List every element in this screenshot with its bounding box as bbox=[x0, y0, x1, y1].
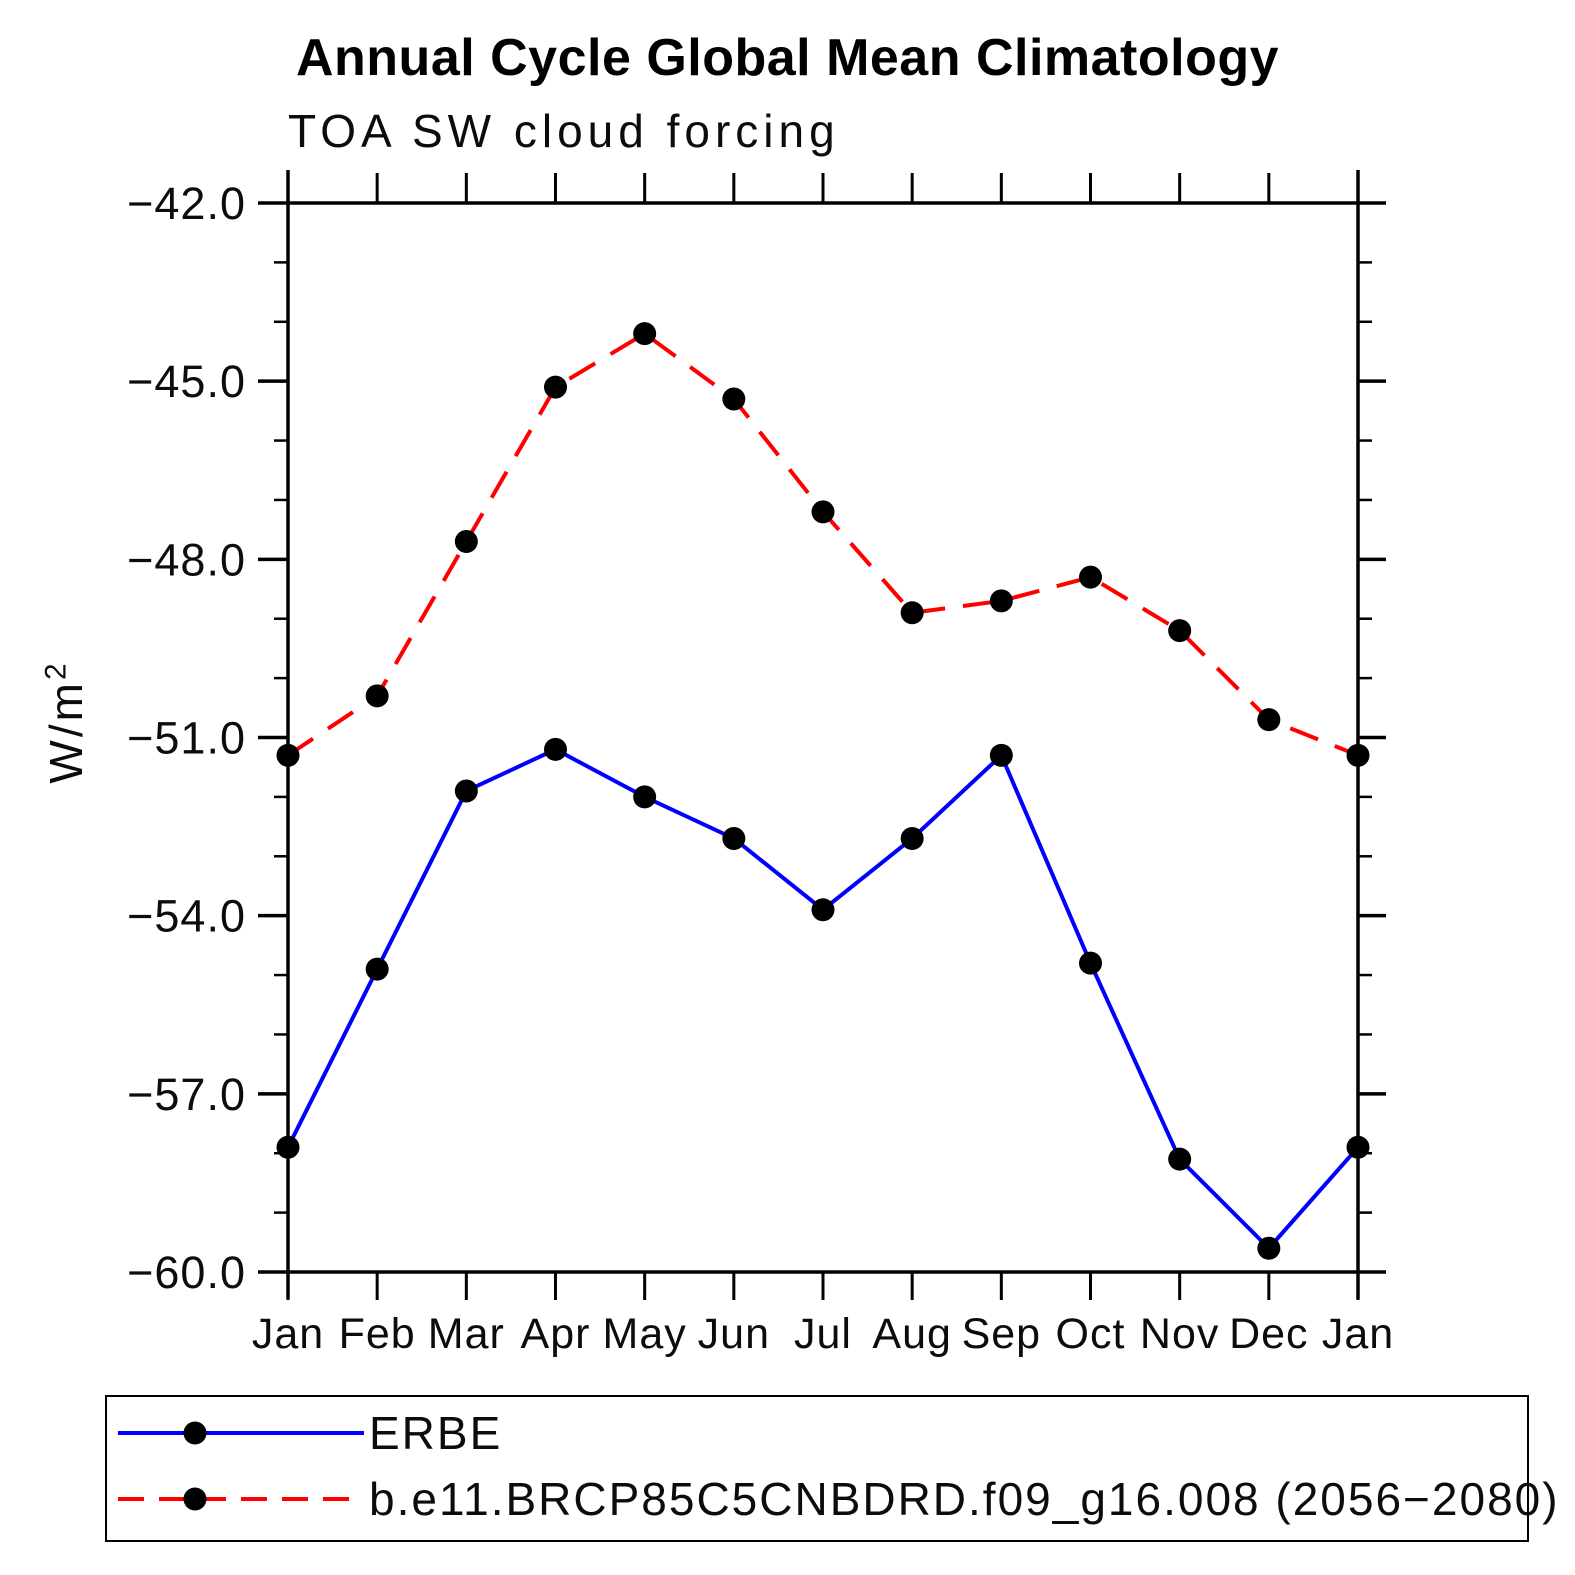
model-data-point-marker bbox=[454, 530, 478, 554]
erbe-data-point-marker bbox=[454, 779, 478, 803]
legend-item-erbe: ERBE bbox=[115, 1407, 502, 1459]
chart-title: Annual Cycle Global Mean Climatology bbox=[295, 29, 1280, 87]
chart-subtitle: TOA SW cloud forcing bbox=[288, 105, 840, 157]
erbe-data-point-marker bbox=[900, 826, 924, 850]
model-data-point-marker bbox=[544, 375, 567, 399]
legend-label-model: b.e11.BRCP85C5CNBDRD.f09_g16.008 (2056−2… bbox=[369, 1473, 1560, 1525]
model-data-point-marker bbox=[1079, 565, 1102, 589]
erbe-data-point-marker bbox=[365, 957, 389, 981]
x-tick-label: Sep bbox=[962, 1310, 1042, 1358]
erbe-data-point-marker bbox=[1079, 951, 1102, 975]
erbe-data-point-marker bbox=[722, 826, 746, 850]
x-tick-label: Nov bbox=[1140, 1310, 1219, 1358]
x-tick-label: Jan bbox=[1322, 1310, 1394, 1358]
y-tick-label: −57.0 bbox=[127, 1069, 246, 1120]
erbe-data-point-marker bbox=[1257, 1236, 1281, 1260]
legend-marker-model bbox=[183, 1487, 207, 1511]
erbe-data-point-marker bbox=[811, 898, 835, 922]
erbe-data-point-marker bbox=[276, 1135, 300, 1159]
model-line bbox=[286, 331, 1359, 758]
x-tick-label: May bbox=[603, 1310, 687, 1358]
erbe-data-point-marker bbox=[989, 743, 1013, 767]
x-tick-label: Oct bbox=[1056, 1310, 1126, 1358]
y-tick-label: −51.0 bbox=[127, 713, 246, 764]
model-data-point-marker bbox=[900, 601, 924, 625]
y-tick-label: −48.0 bbox=[127, 534, 246, 585]
legend-label-erbe: ERBE bbox=[369, 1407, 503, 1459]
x-tick-label: Aug bbox=[872, 1310, 952, 1358]
model-data-point-marker bbox=[811, 500, 835, 524]
erbe-data-point-marker bbox=[633, 785, 657, 809]
legend-item-model: b.e11.BRCP85C5CNBDRD.f09_g16.008 (2056−2… bbox=[115, 1473, 1560, 1525]
erbe-data-point-marker bbox=[1346, 1135, 1370, 1159]
y-tick-label: −42.0 bbox=[127, 178, 246, 229]
y-tick-label: −54.0 bbox=[127, 891, 246, 942]
x-tick-label: Dec bbox=[1229, 1310, 1308, 1358]
model-data-point-marker bbox=[1346, 743, 1370, 767]
x-tick-label: Feb bbox=[339, 1310, 416, 1358]
erbe-data-point-marker bbox=[1168, 1147, 1192, 1171]
x-tick-label: Apr bbox=[521, 1310, 591, 1358]
legend-sample-erbe bbox=[118, 1421, 364, 1445]
erbe-line bbox=[286, 747, 1360, 1252]
legend-sample-model bbox=[118, 1487, 364, 1511]
x-tick-label: Jul bbox=[794, 1310, 852, 1358]
erbe-data-point-marker bbox=[544, 737, 567, 761]
x-tick-label: Jan bbox=[252, 1310, 324, 1358]
model-data-point-marker bbox=[722, 387, 746, 411]
legend: ERBE b.e11.BRCP85C5CNBDRD.f09_g16.008 (2… bbox=[105, 1395, 1558, 1542]
model-data-point-marker bbox=[1257, 708, 1281, 732]
model-data-point-marker bbox=[633, 322, 657, 346]
model-data-point-marker bbox=[276, 743, 300, 767]
x-tick-label: Mar bbox=[428, 1310, 505, 1358]
model-data-point-marker bbox=[989, 589, 1013, 613]
y-tick-label: −45.0 bbox=[127, 356, 246, 407]
legend-marker-erbe bbox=[183, 1421, 207, 1445]
model-data-point-marker bbox=[1168, 619, 1192, 643]
y-tick-label: −60.0 bbox=[127, 1247, 246, 1298]
model-data-point-marker bbox=[365, 684, 389, 708]
x-tick-label: Jun bbox=[698, 1310, 770, 1358]
